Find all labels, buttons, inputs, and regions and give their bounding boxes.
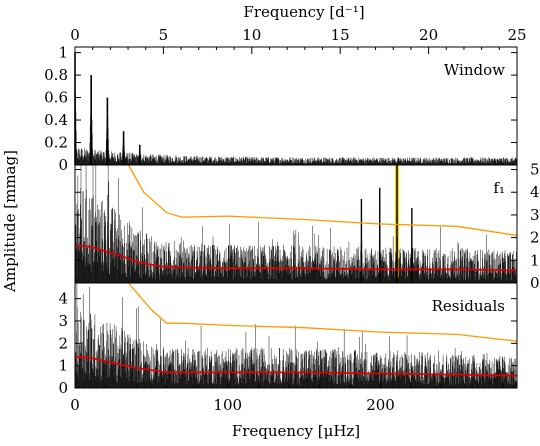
y-tick-label: 0.6 [44, 89, 68, 107]
top-tick-label: 5 [159, 26, 169, 44]
mean-noise-3 [74, 355, 517, 377]
bottom-tick-label: 200 [366, 396, 395, 414]
y-tick-label: 3 [530, 206, 540, 224]
y-tick-label: 0 [58, 156, 68, 174]
y-tick-label: 4 [530, 183, 540, 201]
y-axis-label: Amplitude [mmag] [1, 150, 19, 293]
top-tick-label: 15 [331, 26, 350, 44]
axes-layer [74, 46, 518, 389]
y-tick-label: 2 [530, 229, 540, 247]
y-tick-label: 0 [530, 274, 540, 292]
y-tick-label: 5 [530, 161, 540, 179]
y-tick-label: 0 [58, 379, 68, 397]
top-tick-label: 10 [242, 26, 261, 44]
mean-noise-2 [74, 244, 517, 272]
top-axis-label: Frequency [d⁻¹] [243, 3, 364, 21]
panel-frame-3 [74, 282, 518, 389]
panel-label-1: Window [444, 61, 505, 79]
y-tick-label: 1 [58, 357, 68, 375]
y-tick-label: 3 [58, 312, 68, 330]
bottom-tick-label: 0 [70, 396, 80, 414]
bottom-axis-label: Frequency [μHz] [232, 422, 360, 440]
top-tick-label: 20 [419, 26, 438, 44]
y-tick-label: 0.8 [44, 66, 68, 84]
y-tick-label: 2 [58, 334, 68, 352]
top-tick-label: 0 [70, 26, 80, 44]
bottom-tick-label: 100 [213, 396, 242, 414]
panel-label-2: f₁ [493, 179, 505, 197]
spectrum-trace-2 [74, 165, 518, 283]
curve-layer [74, 52, 517, 377]
significance-threshold-3 [128, 282, 517, 342]
panel-label-3: Residuals [432, 297, 505, 315]
y-tick-label: 0.4 [44, 111, 68, 129]
y-tick-label: 1 [530, 251, 540, 269]
top-tick-label: 25 [507, 26, 526, 44]
y-tick-label: 0.2 [44, 134, 68, 152]
y-tick-label: 4 [58, 290, 68, 308]
y-tick-label: 1 [58, 44, 68, 62]
significance-threshold-2 [127, 164, 517, 236]
spectrum-fill-layer [74, 60, 518, 388]
